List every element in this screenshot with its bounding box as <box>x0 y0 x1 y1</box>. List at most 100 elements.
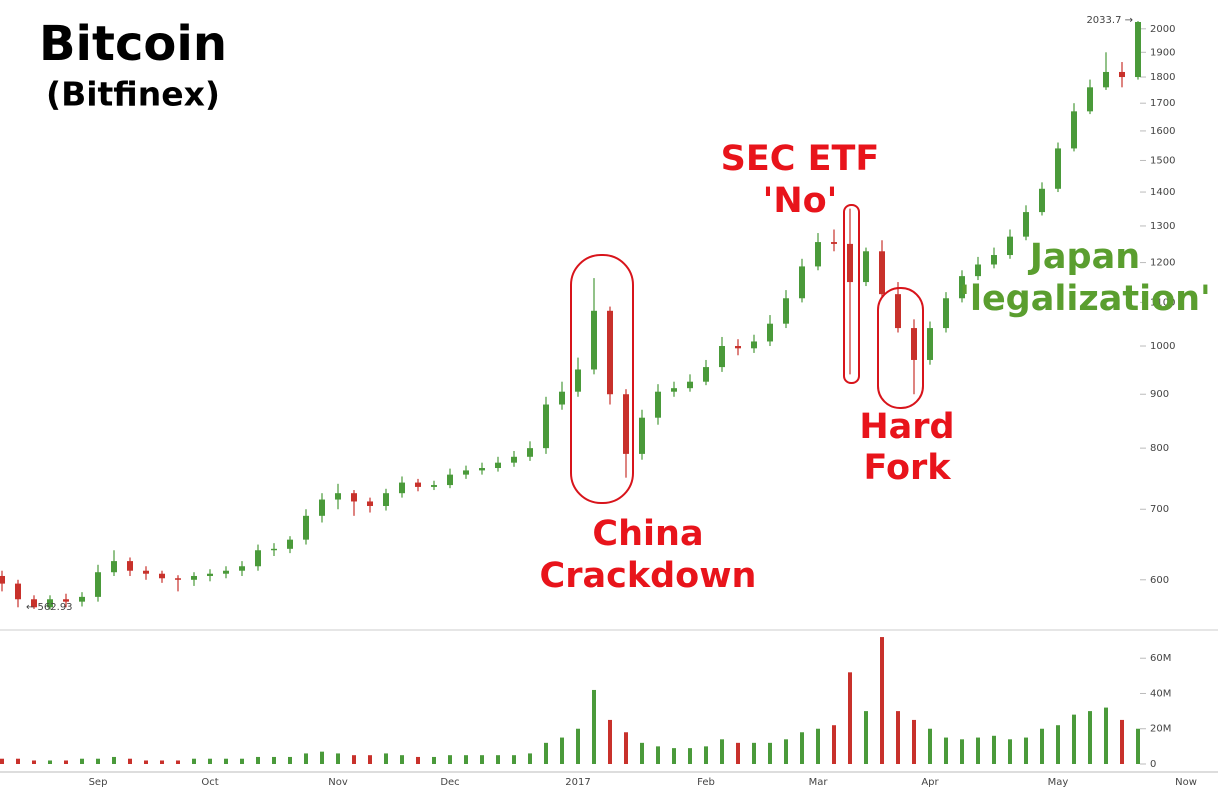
volume-bar <box>400 755 404 764</box>
volume-bar <box>560 737 564 764</box>
y-tick-label: 1600 <box>1150 126 1175 137</box>
candle-body <box>255 550 261 567</box>
volume-bar <box>1008 739 1012 764</box>
highlight-oval <box>570 254 634 504</box>
volume-bar <box>480 755 484 764</box>
volume-bar <box>512 755 516 764</box>
volume-bar <box>800 732 804 764</box>
annotation: SEC ETF <box>721 139 880 179</box>
candle-body <box>95 572 101 597</box>
volume-bar <box>32 760 36 764</box>
candle-body <box>559 391 565 405</box>
volume-bar <box>240 758 244 764</box>
y-tick-label: 1200 <box>1150 258 1175 269</box>
candle-body <box>543 404 549 449</box>
volume-bar <box>752 742 756 764</box>
candle-body <box>31 599 37 608</box>
volume-bar <box>432 756 436 764</box>
candle-body <box>1023 212 1029 237</box>
volume-bar <box>592 689 596 764</box>
y-tick-label: 900 <box>1150 389 1169 400</box>
candle-body <box>271 548 277 551</box>
candle-body <box>879 251 885 295</box>
volume-bar <box>64 760 68 764</box>
candle-body <box>159 573 165 579</box>
candle-body <box>63 599 69 602</box>
volume-bar <box>144 760 148 764</box>
volume-bar <box>208 758 212 764</box>
candle-body <box>975 264 981 277</box>
annotation: 'No' <box>763 181 838 221</box>
volume-bar <box>1072 714 1076 764</box>
volume-bar <box>256 756 260 764</box>
volume-bar <box>992 735 996 764</box>
volume-bar <box>304 753 308 764</box>
candle-body <box>399 482 405 494</box>
volume-bar <box>848 672 852 764</box>
volume-bar <box>672 748 676 764</box>
candle-body <box>719 346 725 368</box>
y-tick-label: 1700 <box>1150 98 1175 109</box>
candle-body <box>207 573 213 576</box>
candle-body <box>303 515 309 540</box>
candle-body <box>415 482 421 487</box>
annotation: Japan <box>1028 237 1140 277</box>
volume-bar <box>128 758 132 764</box>
candle-body <box>287 539 293 549</box>
volume-bar <box>608 719 612 764</box>
volume-bar <box>640 742 644 764</box>
candle-body <box>383 493 389 506</box>
candle-body <box>607 310 613 395</box>
candle-body <box>431 485 437 487</box>
candle-body <box>463 470 469 475</box>
candle-body <box>687 381 693 389</box>
candle-body <box>335 493 341 500</box>
candle-body <box>575 369 581 392</box>
candle-body <box>895 294 901 329</box>
y-tick-label: 1800 <box>1150 72 1175 83</box>
candle-body <box>847 243 853 283</box>
candle-body <box>751 341 757 349</box>
candle-body <box>1007 236 1013 256</box>
volume-bar <box>352 755 356 764</box>
candle-body <box>959 276 965 299</box>
volume-bar <box>896 711 900 764</box>
candle-body <box>1087 87 1093 112</box>
candle-body <box>239 566 245 571</box>
volume-bar <box>912 719 916 764</box>
volume-bar <box>272 756 276 764</box>
candle-body <box>639 417 645 454</box>
volume-bar <box>816 728 820 764</box>
x-tick-label: May <box>1048 777 1069 787</box>
annotation: China <box>592 514 703 554</box>
x-tick-label: Dec <box>440 777 459 787</box>
volume-bar <box>224 758 228 764</box>
price-label: 2033.7 → <box>1086 15 1133 26</box>
volume-bar <box>656 746 660 764</box>
volume-bar <box>160 760 164 764</box>
y-tick-label: 700 <box>1150 504 1169 515</box>
volume-bar <box>864 711 868 764</box>
annotation: Crackdown <box>540 556 757 596</box>
volume-bar <box>1024 737 1028 764</box>
candle-body <box>1103 71 1109 88</box>
candle-body <box>351 493 357 502</box>
volume-bar <box>464 755 468 764</box>
candle-body <box>1119 71 1125 78</box>
candle-body <box>127 561 133 571</box>
x-tick-label: Now <box>1175 777 1197 787</box>
volume-bar <box>880 637 884 764</box>
volume-bar <box>1136 728 1140 764</box>
candle-body <box>511 456 517 463</box>
plot-area: 600 700 800 900 1000 1100 1200 1300 1400 1500 1600… <box>0 21 1197 787</box>
volume-bar <box>320 751 324 764</box>
y2-tick-label: 60M <box>1150 653 1171 664</box>
candle-body <box>175 578 181 580</box>
volume-bar <box>960 739 964 764</box>
volume-bar <box>176 760 180 764</box>
candle-body <box>991 255 997 265</box>
volume-bar <box>720 739 724 764</box>
volume-bar <box>192 758 196 764</box>
volume-bar <box>528 753 532 764</box>
